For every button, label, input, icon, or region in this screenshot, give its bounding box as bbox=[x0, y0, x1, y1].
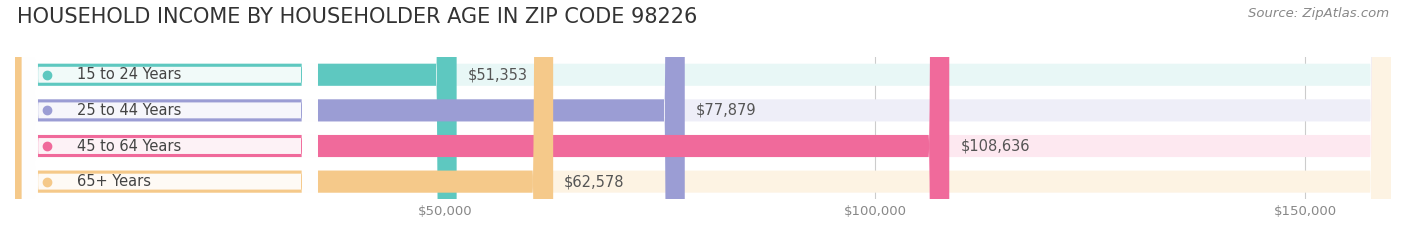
FancyBboxPatch shape bbox=[15, 0, 1391, 233]
FancyBboxPatch shape bbox=[22, 0, 318, 233]
Text: $62,578: $62,578 bbox=[564, 174, 624, 189]
FancyBboxPatch shape bbox=[15, 0, 1391, 233]
FancyBboxPatch shape bbox=[15, 0, 1391, 233]
Text: $77,879: $77,879 bbox=[696, 103, 756, 118]
Text: $108,636: $108,636 bbox=[960, 138, 1029, 154]
FancyBboxPatch shape bbox=[15, 0, 949, 233]
Text: Source: ZipAtlas.com: Source: ZipAtlas.com bbox=[1249, 7, 1389, 20]
FancyBboxPatch shape bbox=[22, 0, 318, 233]
Text: 45 to 64 Years: 45 to 64 Years bbox=[77, 138, 181, 154]
FancyBboxPatch shape bbox=[15, 0, 457, 233]
Text: 65+ Years: 65+ Years bbox=[77, 174, 150, 189]
FancyBboxPatch shape bbox=[22, 0, 318, 233]
Text: $51,353: $51,353 bbox=[468, 67, 527, 82]
Text: 25 to 44 Years: 25 to 44 Years bbox=[77, 103, 181, 118]
FancyBboxPatch shape bbox=[15, 0, 1391, 233]
FancyBboxPatch shape bbox=[22, 0, 318, 233]
Text: 15 to 24 Years: 15 to 24 Years bbox=[77, 67, 181, 82]
Text: HOUSEHOLD INCOME BY HOUSEHOLDER AGE IN ZIP CODE 98226: HOUSEHOLD INCOME BY HOUSEHOLDER AGE IN Z… bbox=[17, 7, 697, 27]
FancyBboxPatch shape bbox=[15, 0, 685, 233]
FancyBboxPatch shape bbox=[15, 0, 553, 233]
